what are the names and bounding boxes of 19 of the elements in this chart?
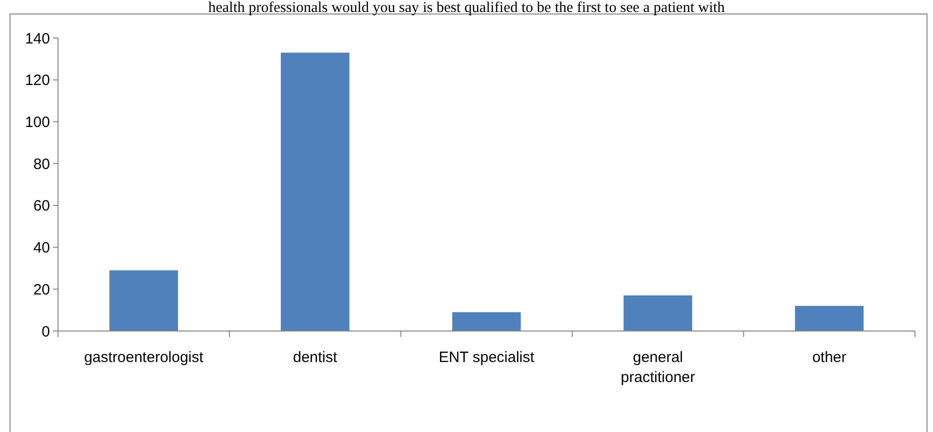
y-tick-label: 60 bbox=[33, 198, 50, 215]
y-tick-label: 0 bbox=[42, 323, 50, 340]
y-tick-label: 40 bbox=[33, 240, 50, 257]
y-tick-label: 120 bbox=[24, 72, 50, 90]
x-tick-label: gastroenterologist bbox=[84, 349, 204, 366]
chart-title: health professionals would you say is best qualified to be the first to see a patient with bbox=[208, 0, 726, 16]
x-tick-label: ENT specialist bbox=[438, 349, 536, 366]
x-tick-label: dentist bbox=[293, 349, 338, 366]
y-tick-label: 80 bbox=[33, 156, 50, 173]
bar bbox=[624, 295, 692, 331]
y-tick-label: 100 bbox=[24, 114, 50, 131]
y-tick-label: 140 bbox=[24, 30, 50, 48]
bar bbox=[280, 52, 350, 331]
x-tick-label: other bbox=[812, 349, 846, 366]
x-tick-label: general practitioner bbox=[620, 349, 696, 386]
bar bbox=[109, 270, 178, 331]
y-tick-label: 20 bbox=[33, 281, 50, 298]
bar bbox=[452, 312, 521, 331]
bar bbox=[795, 306, 864, 331]
